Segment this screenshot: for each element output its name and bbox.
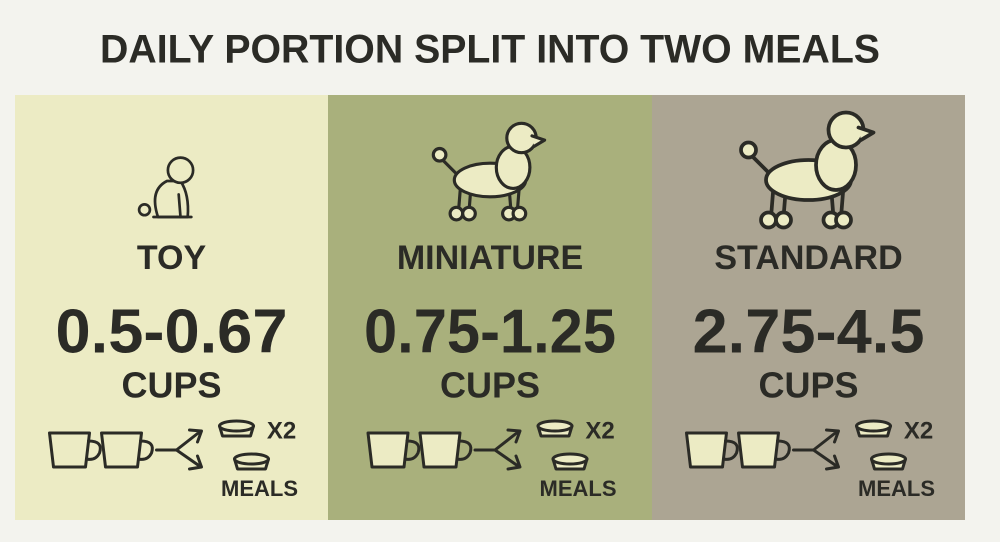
bowl-rim [870, 452, 907, 466]
cup-icon [685, 431, 728, 469]
dog-leg [769, 184, 846, 220]
dog-tail [440, 157, 458, 176]
meals-label: MEALS [540, 476, 617, 501]
meals-label: MEALS [221, 476, 298, 501]
cup-icon [48, 431, 91, 469]
poodle-icon [739, 110, 876, 230]
cup-icon [737, 431, 780, 469]
cup-handle [774, 439, 791, 461]
amount: 2.75-4.5 [693, 297, 925, 366]
amount: 0.5-0.67 [56, 297, 288, 366]
dog-head [166, 156, 195, 185]
size-label: STANDARD [714, 239, 902, 277]
dog-pom [511, 205, 528, 222]
cup-handle [137, 439, 154, 461]
dog-snout [530, 134, 547, 148]
split-arrow [792, 428, 840, 471]
cup-handle [722, 439, 739, 461]
dog-pom [739, 140, 758, 160]
dog-pom [759, 210, 778, 230]
dog-tail [137, 203, 152, 217]
unit-label: CUPS [121, 365, 221, 406]
cup-icon [418, 431, 462, 469]
dog-pom [448, 205, 465, 222]
bowl-rim [855, 419, 892, 433]
title: DAILY PORTION SPLIT INTO TWO MEALS [100, 28, 880, 72]
multiplier: X2 [904, 417, 933, 444]
dog-head [826, 110, 866, 150]
multiplier: X2 [267, 417, 296, 444]
size-label: MINIATURE [397, 239, 583, 277]
cup-icon [100, 431, 143, 469]
cup-icon [366, 431, 410, 469]
cup-handle [403, 439, 421, 461]
dog-pom [461, 205, 477, 222]
cup-handle [455, 439, 473, 461]
bowl-rim [233, 452, 270, 466]
dog-body [153, 179, 190, 219]
dog-leg [177, 193, 182, 219]
unit-label: CUPS [758, 365, 858, 406]
dog-snout [856, 125, 876, 142]
cup-handle [85, 439, 102, 461]
unit-label: CUPS [440, 365, 540, 406]
poodle-icon [431, 121, 547, 222]
poodle-icon [137, 156, 195, 219]
meals-label: MEALS [858, 476, 935, 501]
dog-pom [834, 210, 853, 230]
split-arrow [473, 428, 522, 471]
split-arrow [155, 428, 203, 471]
size-label: TOY [137, 239, 207, 277]
dog-head [505, 121, 538, 155]
bowl-rim [218, 419, 255, 433]
dog-pom [774, 210, 793, 230]
bowl-rim [551, 452, 589, 466]
dog-leg [456, 183, 521, 214]
multiplier: X2 [585, 417, 614, 444]
dog-tail [749, 153, 771, 175]
amount: 0.75-1.25 [364, 297, 616, 366]
bowl-rim [536, 419, 574, 433]
dog-pom [431, 146, 448, 163]
